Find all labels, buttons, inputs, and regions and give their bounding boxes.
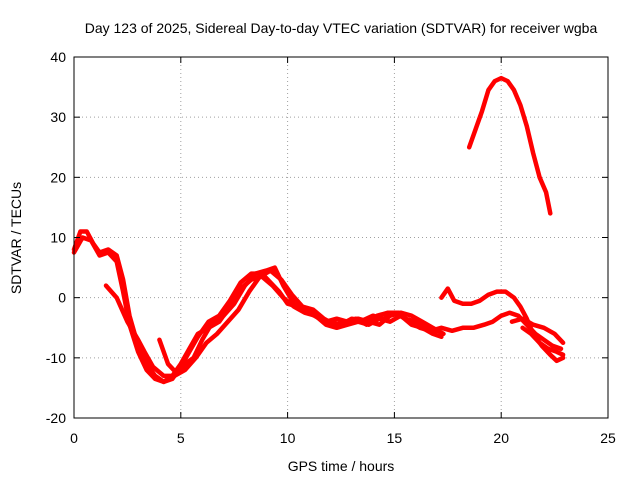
x-tick-label: 25 (600, 430, 616, 446)
x-tick-label: 0 (70, 430, 78, 446)
plot-series (71, 75, 566, 385)
chart-title: Day 123 of 2025, Sidereal Day-to-day VTE… (85, 20, 598, 36)
x-tick-label: 5 (177, 430, 185, 446)
series-line-track-5 (439, 286, 566, 364)
series-line-track-7 (520, 325, 566, 358)
y-tick-label: -20 (46, 410, 66, 426)
y-tick-label: 0 (58, 290, 66, 306)
x-axis-title: GPS time / hours (288, 458, 395, 474)
x-tick-label: 10 (280, 430, 296, 446)
series-line-track-6 (509, 316, 566, 346)
grid (74, 57, 608, 418)
y-tick-label: 40 (50, 49, 66, 65)
series-line-track-4 (157, 265, 446, 376)
y-tick-label: 10 (50, 230, 66, 246)
x-tick-labels: 0 5 10 15 20 25 (70, 430, 616, 446)
y-tick-labels: -20 -10 0 10 20 30 40 (46, 49, 66, 426)
axis-ticks (73, 56, 609, 419)
y-axis-title: SDTVAR / TECUs (8, 182, 24, 294)
x-tick-label: 15 (387, 430, 403, 446)
y-tick-label: 30 (50, 109, 66, 125)
series-line-track-8 (466, 75, 553, 216)
y-tick-label: 20 (50, 169, 66, 185)
x-tick-label: 20 (493, 430, 509, 446)
y-tick-label: -10 (46, 350, 66, 366)
series-line-track-1 (71, 229, 440, 385)
series-line-track-3 (103, 268, 564, 379)
